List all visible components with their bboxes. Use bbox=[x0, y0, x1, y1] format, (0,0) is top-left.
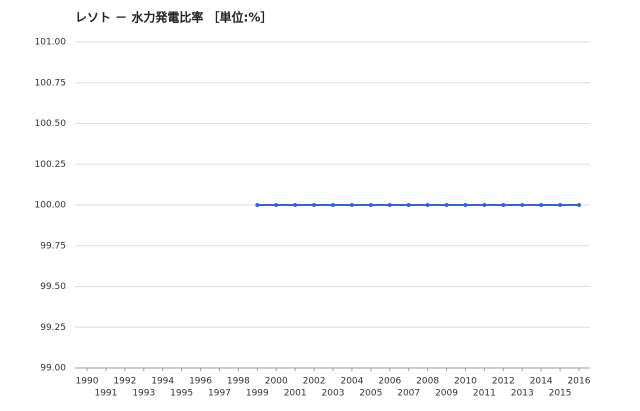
x-tick-label: 2007 bbox=[397, 389, 420, 399]
data-point bbox=[406, 203, 411, 207]
x-tick-label: 2004 bbox=[340, 377, 363, 387]
data-point bbox=[368, 203, 373, 207]
data-point bbox=[312, 203, 317, 207]
data-point bbox=[255, 203, 260, 207]
x-tick-label: 2002 bbox=[303, 377, 326, 387]
x-tick-label: 2000 bbox=[265, 377, 288, 387]
x-tick-label: 2003 bbox=[322, 389, 345, 399]
y-tick-label: 99.00 bbox=[40, 364, 66, 374]
x-tick-label: 2011 bbox=[473, 389, 496, 399]
data-point bbox=[558, 203, 563, 207]
x-tick-label: 1996 bbox=[189, 377, 212, 387]
x-tick-label: 2016 bbox=[568, 377, 591, 387]
x-tick-label: 2013 bbox=[511, 389, 534, 399]
data-point bbox=[331, 203, 335, 207]
x-tick-label: 2014 bbox=[530, 377, 553, 387]
x-tick-label: 2006 bbox=[378, 377, 401, 387]
x-tick-label: 2001 bbox=[284, 389, 307, 399]
data-point bbox=[444, 203, 449, 207]
y-tick-label: 101.00 bbox=[35, 38, 67, 48]
y-tick-label: 100.75 bbox=[35, 78, 67, 88]
data-point bbox=[274, 203, 279, 207]
x-tick-label: 2015 bbox=[549, 389, 572, 399]
data-point bbox=[387, 203, 392, 207]
x-tick-label: 1997 bbox=[208, 389, 231, 399]
data-point bbox=[539, 203, 544, 207]
x-tick-label: 1999 bbox=[246, 389, 269, 399]
y-tick-label: 99.50 bbox=[40, 282, 66, 292]
data-point bbox=[293, 203, 298, 207]
data-point bbox=[501, 203, 506, 207]
x-tick-label: 1995 bbox=[170, 389, 193, 399]
data-point bbox=[520, 203, 525, 207]
data-point bbox=[463, 203, 468, 207]
x-tick-label: 1994 bbox=[151, 377, 174, 387]
x-tick-label: 2010 bbox=[454, 377, 477, 387]
y-tick-label: 99.25 bbox=[40, 323, 66, 333]
x-tick-label: 2012 bbox=[492, 377, 515, 387]
data-point bbox=[482, 203, 487, 207]
x-tick-label: 1991 bbox=[94, 389, 117, 399]
x-tick-label: 1990 bbox=[76, 377, 99, 387]
y-tick-label: 100.25 bbox=[35, 160, 67, 170]
x-tick-label: 1998 bbox=[227, 377, 250, 387]
data-point bbox=[577, 203, 581, 207]
y-tick-label: 100.00 bbox=[35, 201, 67, 211]
chart-title: レソト － 水力発電比率 ［単位:%］ bbox=[75, 10, 272, 25]
x-tick-label: 2008 bbox=[416, 377, 439, 387]
y-tick-label: 99.75 bbox=[40, 241, 66, 251]
x-tick-label: 2009 bbox=[435, 389, 458, 399]
data-point bbox=[425, 203, 430, 207]
data-point bbox=[349, 203, 354, 207]
x-tick-label: 2005 bbox=[359, 389, 382, 399]
y-tick-label: 100.50 bbox=[35, 119, 67, 129]
x-tick-label: 1992 bbox=[113, 377, 136, 387]
x-tick-label: 1993 bbox=[132, 389, 155, 399]
